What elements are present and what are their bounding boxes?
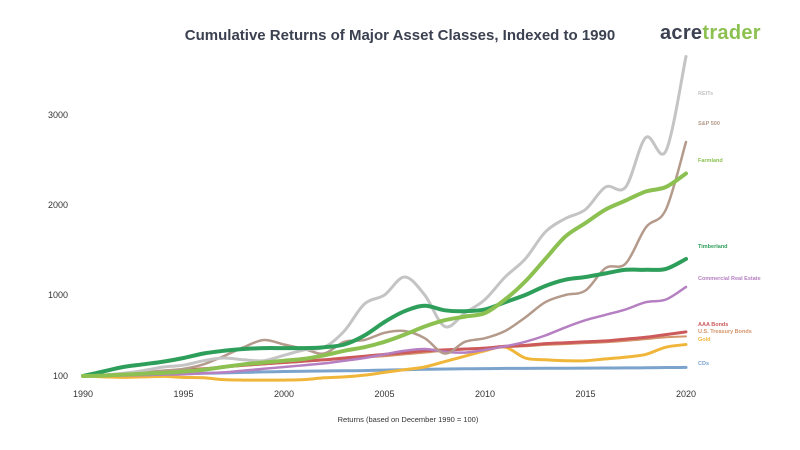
y-tick-label: 1000 (48, 290, 68, 300)
x-tick-label: 1990 (73, 389, 93, 399)
series-lines (81, 55, 688, 382)
x-tick-label: 2000 (274, 389, 294, 399)
chart-title: Cumulative Returns of Major Asset Classe… (184, 27, 616, 44)
series-line-timberland (81, 257, 688, 378)
y-tick-label: 3000 (48, 110, 68, 120)
series-labels: REITs S&P 500 Farmland Timberland Commercial… (698, 91, 761, 367)
x-tick-label: 2005 (374, 389, 394, 399)
series-label-commercial-real-estate: Commercial Real Estate (698, 276, 761, 282)
series-label-gold: Gold (698, 337, 711, 343)
x-tick-label: 2015 (575, 389, 595, 399)
series-line-s-p-500 (81, 140, 688, 378)
series-label-reits: REITs (698, 91, 713, 97)
series-line-gold (81, 343, 688, 382)
x-axis-ticks: 1990 1995 2000 2005 2010 2015 2020 (73, 389, 696, 399)
x-tick-label: 1995 (173, 389, 193, 399)
series-label-s-p-500: S&P 500 (698, 121, 720, 127)
brand-logo-part2: trader (702, 22, 761, 44)
x-axis-label: Returns (based on December 1990 = 100) (338, 415, 479, 424)
y-tick-label: 100 (53, 371, 68, 381)
brand-logo-part1: acre (660, 22, 703, 44)
series-label-farmland: Farmland (698, 158, 723, 164)
brand-logo: acretrader (660, 22, 761, 45)
series-label-aaa-bonds: AAA Bonds (698, 322, 728, 328)
series-label-u-s-treasury-bonds: U.S. Treasury Bonds (698, 329, 752, 335)
y-axis-ticks: 100 1000 2000 3000 (48, 110, 68, 381)
series-label-timberland: Timberland (698, 244, 728, 250)
series-line-farmland (81, 171, 688, 378)
series-line-reits (81, 55, 688, 378)
x-tick-label: 2020 (676, 389, 696, 399)
series-line-commercial-real-estate (81, 285, 688, 378)
y-tick-label: 2000 (48, 200, 68, 210)
x-tick-label: 2010 (475, 389, 495, 399)
series-label-cds: CDs (698, 361, 709, 367)
